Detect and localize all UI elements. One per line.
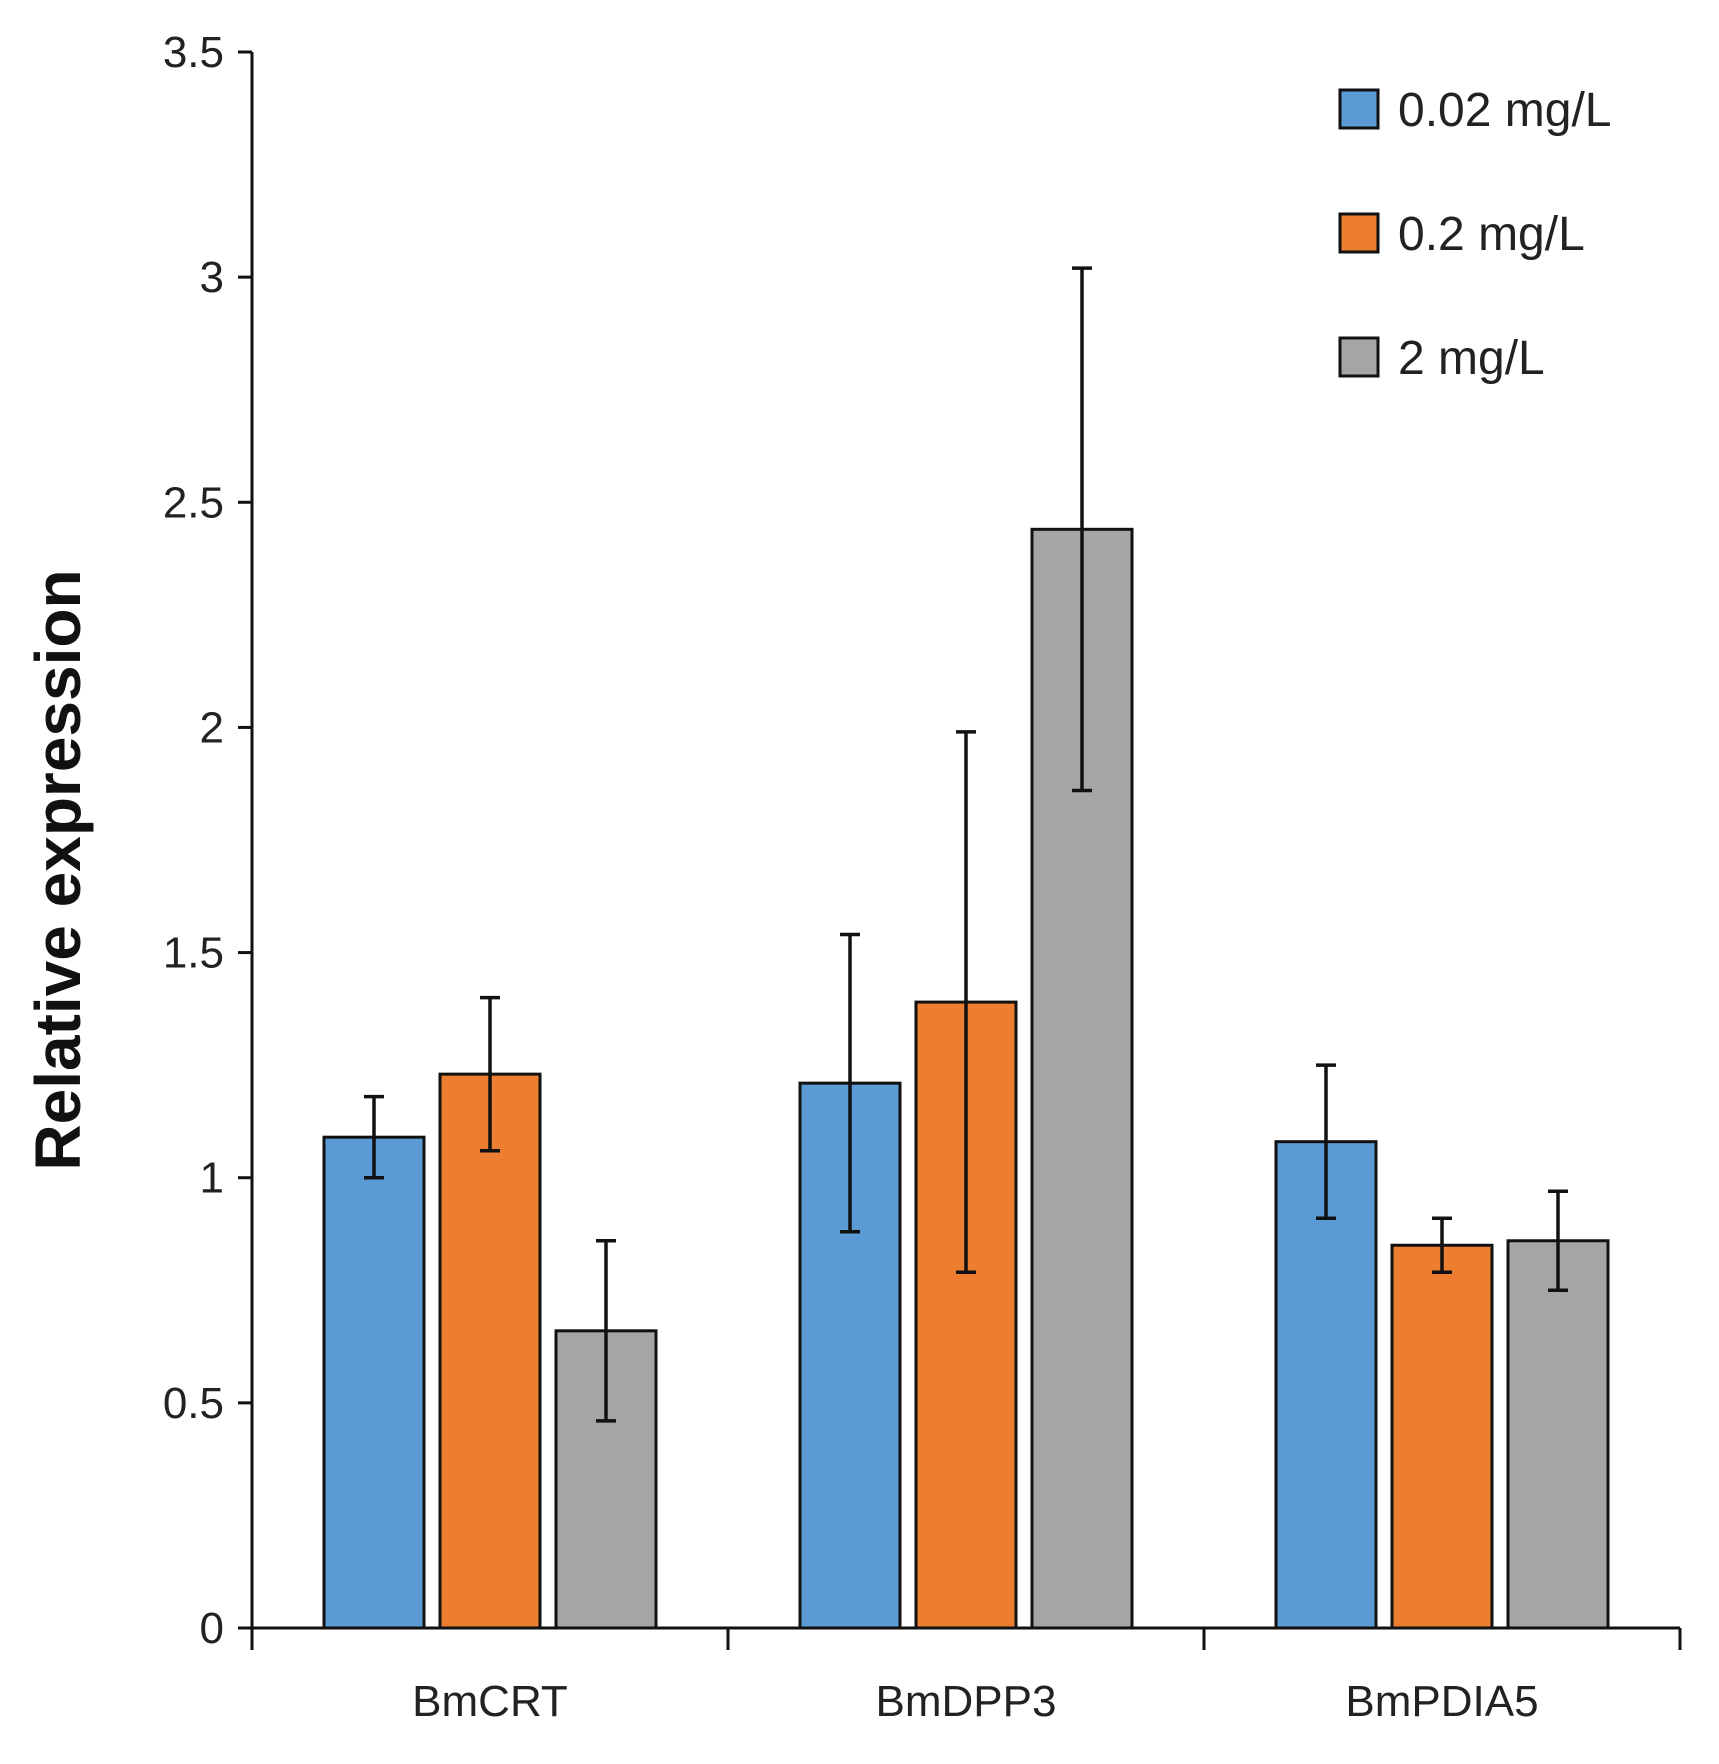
y-tick-label: 2: [200, 703, 224, 752]
y-tick-label: 1.5: [163, 929, 224, 978]
bar: [1390, 1243, 1494, 1630]
legend-swatch: [1338, 336, 1380, 378]
x-category-label: BmCRT: [412, 1677, 568, 1726]
bar: [438, 1072, 542, 1630]
legend-label: 2 mg/L: [1398, 332, 1545, 385]
y-axis-title-group: Relative expression: [22, 569, 94, 1170]
legend-label: 0.2 mg/L: [1398, 208, 1585, 261]
y-tick-label: 3.5: [163, 28, 224, 77]
y-tick-label: 1: [200, 1154, 224, 1203]
y-tick-label: 3: [200, 253, 224, 302]
y-tick-label: 0.5: [163, 1379, 224, 1428]
bar: [1506, 1239, 1610, 1630]
bar: [322, 1135, 426, 1630]
legend-swatch: [1338, 212, 1380, 254]
bar: [1274, 1140, 1378, 1630]
x-category-label: BmPDIA5: [1345, 1677, 1538, 1726]
bars: [322, 527, 1610, 1630]
y-tick-label: 0: [200, 1604, 224, 1653]
axes: 0 0.5 1 1.5 2 2.5 3 3.5 BmCRT BmDPP3 BmPDIA5: [163, 28, 1682, 1726]
y-tick-label: 2.5: [163, 478, 224, 527]
legend-label: 0.02 mg/L: [1398, 84, 1611, 137]
error-bars: [364, 266, 1568, 1423]
legend: 0.02 mg/L 0.2 mg/L 2 mg/L: [1338, 84, 1611, 385]
legend-swatch: [1338, 88, 1380, 130]
x-category-label: BmDPP3: [876, 1677, 1057, 1726]
y-axis-title: Relative expression: [22, 569, 94, 1170]
